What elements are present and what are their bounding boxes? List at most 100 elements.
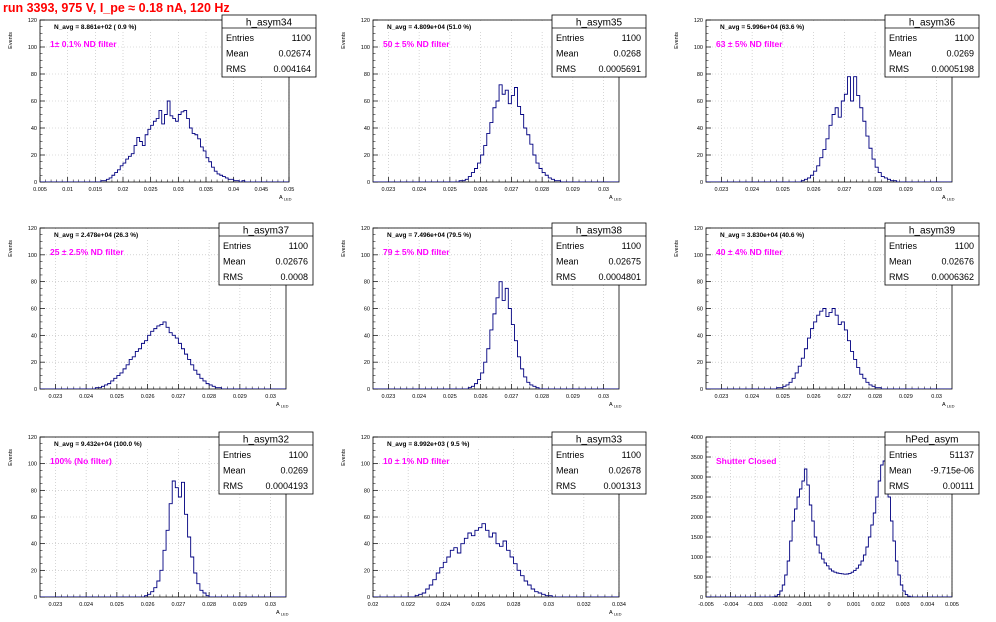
x-tick-label: 0.028 — [868, 187, 882, 193]
filter-label: 1± 0.1% ND filter — [50, 39, 117, 49]
y-tick-label: 20 — [697, 153, 703, 159]
x-axis-title: A LED — [276, 610, 289, 617]
y-tick-label: 120 — [28, 435, 37, 441]
stats-title: h_asym32 — [243, 435, 290, 446]
navg-label: N_avg = 7.496e+04 (79.5 %) — [387, 232, 471, 239]
x-tick-label: 0.028 — [535, 394, 549, 400]
x-tick-label: 0.024 — [745, 394, 759, 400]
x-tick-label: 0.03 — [598, 394, 609, 400]
x-axis-title: A LED — [942, 402, 955, 409]
stats-value-entries: 1100 — [955, 33, 974, 43]
stats-value-mean: 0.02676 — [275, 257, 308, 267]
x-axis-title: A LED — [276, 402, 289, 409]
stats-label-rms: RMS — [226, 64, 246, 74]
y-tick-label: 120 — [694, 226, 703, 232]
y-tick-label: 100 — [361, 253, 370, 259]
x-axis-title-sub: LED — [280, 404, 289, 409]
stats-value-rms: 0.0008 — [280, 272, 308, 282]
x-tick-label: 0.028 — [507, 602, 521, 608]
stats-box — [551, 431, 647, 495]
stats-label-mean: Mean — [556, 49, 579, 59]
y-tick-label: 0 — [34, 387, 37, 393]
x-tick-label: 0.032 — [577, 602, 591, 608]
x-tick-label: 0.024 — [412, 187, 426, 193]
y-tick-label: 120 — [694, 18, 703, 24]
x-axis-title-sub: LED — [613, 404, 622, 409]
stats-value-rms: 0.001313 — [603, 481, 641, 491]
x-tick-label: 0.028 — [868, 394, 882, 400]
stats-label-mean: Mean — [556, 466, 579, 476]
x-tick-label: 0.024 — [745, 187, 759, 193]
navg-box — [383, 438, 553, 448]
stats-value-entries: 1100 — [289, 241, 308, 251]
stats-value-mean: 0.02675 — [608, 257, 641, 267]
y-tick-label: 60 — [31, 99, 37, 105]
y-tick-label: 40 — [31, 333, 37, 339]
x-tick-label: 0.034 — [612, 602, 626, 608]
y-tick-label: 500 — [694, 575, 703, 581]
y-tick-label: 0 — [34, 595, 37, 601]
navg-label: N_avg = 2.478e+04 (26.3 %) — [54, 232, 138, 239]
histogram-panel-h_asym36: 0.023 0.024 0.025 0.026 0.027 0.028 0.029 0.03 0… — [674, 14, 980, 202]
navg-label: N_avg = 5.996e+04 (63.6 %) — [720, 24, 804, 31]
navg-box — [50, 21, 220, 31]
y-tick-label: 80 — [31, 280, 37, 286]
x-tick-label: 0.022 — [401, 602, 415, 608]
y-tick-label: 120 — [28, 226, 37, 232]
x-axis-title: A LED — [609, 195, 622, 202]
filter-label: 79 ± 5% ND filter — [383, 247, 450, 257]
y-tick-label: 0 — [700, 387, 703, 393]
stats-value-mean: 0.02678 — [608, 466, 641, 476]
filter-label: 63 ± 5% ND filter — [716, 39, 783, 49]
stats-box — [551, 14, 647, 78]
y-tick-label: 100 — [361, 462, 370, 468]
histogram-line — [40, 100, 289, 182]
y-tick-label: 80 — [31, 72, 37, 78]
stats-label-entries: Entries — [223, 241, 252, 251]
y-tick-label: 40 — [31, 126, 37, 132]
y-tick-label: 40 — [697, 333, 703, 339]
y-tick-label: 80 — [364, 72, 370, 78]
stats-label-mean: Mean — [226, 49, 249, 59]
stats-value-mean: 0.02674 — [278, 49, 311, 59]
x-tick-label: 0.024 — [79, 394, 93, 400]
stats-label-entries: Entries — [556, 33, 585, 43]
histogram-panel-h_asym32: 0.023 0.024 0.025 0.026 0.027 0.028 0.029 0.03 0… — [8, 431, 314, 617]
y-tick-label: 20 — [31, 360, 37, 366]
x-tick-label: 0.002 — [871, 602, 885, 608]
y-tick-label: 100 — [28, 462, 37, 468]
stats-label-entries: Entries — [223, 450, 252, 460]
stats-label-mean: Mean — [889, 49, 912, 59]
navg-box — [50, 229, 220, 239]
histogram-line — [706, 308, 952, 389]
y-tick-label: 0 — [34, 180, 37, 186]
x-tick-label: 0.027 — [504, 187, 518, 193]
y-tick-label: 0 — [367, 387, 370, 393]
y-tick-label: 120 — [361, 18, 370, 24]
x-tick-label: 0.029 — [899, 187, 913, 193]
x-tick-label: 0.023 — [48, 394, 62, 400]
x-axis-title: A LED — [609, 402, 622, 409]
stats-label-rms: RMS — [223, 272, 243, 282]
histogram-line — [40, 480, 286, 597]
x-axis-title: A LED — [942, 195, 955, 202]
x-tick-label: 0.01 — [62, 187, 73, 193]
stats-value-entries: 1100 — [955, 241, 974, 251]
x-tick-label: 0.026 — [807, 394, 821, 400]
canvas-title: run 3393, 975 V, I_pe ≈ 0.18 nA, 120 Hz — [3, 1, 230, 15]
y-tick-label: 40 — [31, 542, 37, 548]
stats-value-rms: 0.0004193 — [265, 481, 308, 491]
stats-label-rms: RMS — [556, 64, 576, 74]
y-tick-label: 20 — [697, 360, 703, 366]
x-tick-label: 0.024 — [412, 394, 426, 400]
stats-title: h_asym37 — [243, 226, 290, 237]
x-tick-label: 0.025 — [443, 187, 457, 193]
histogram-line — [373, 281, 619, 389]
x-tick-label: 0.035 — [199, 187, 213, 193]
filter-label: 10 ± 1% ND filter — [383, 456, 450, 466]
histogram-line — [706, 76, 952, 182]
y-tick-label: 0 — [700, 180, 703, 186]
x-tick-label: 0.029 — [566, 394, 580, 400]
